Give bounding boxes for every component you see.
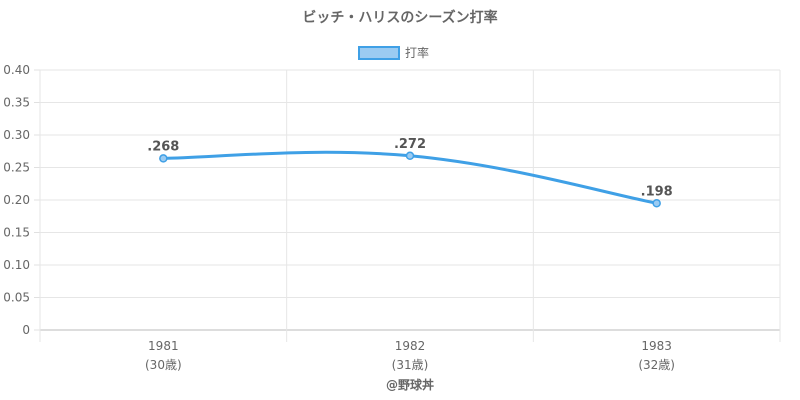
data-point [405,151,415,161]
y-tick-label: 0.25 [3,161,30,175]
data-label: .198 [641,184,673,199]
data-point [652,199,661,208]
y-tick-label: 0 [22,323,30,337]
y-tick-label: 0.05 [3,291,30,305]
x-tick-label: 1983 [641,339,672,353]
data-label: .268 [147,139,179,154]
y-tick-label: 0.10 [3,258,30,272]
y-tick-label: 0.15 [3,226,30,240]
x-tick-label: 1982 [395,339,426,353]
data-point [159,154,168,163]
data-label: .272 [394,137,426,152]
legend-swatch [358,46,400,60]
y-tick-label: 0.20 [3,193,30,207]
legend-label: 打率 [405,45,429,60]
credit-text: @野球丼 [386,377,434,392]
y-axis: 0 0.05 0.10 0.15 0.20 0.25 0.30 0.35 0.40 [3,63,30,337]
series-batting-average [159,150,661,208]
x-tick-sublabel: (31歳) [392,358,429,372]
x-tick-label: 1981 [148,339,179,353]
x-axis: 1981 (30歳) 1982 (31歳) 1983 (32歳) [145,339,675,372]
data-labels: .268 .272 .198 [147,137,672,199]
chart-title: ビッチ・ハリスのシーズン打率 [302,9,497,26]
y-tick-label: 0.40 [3,63,30,77]
y-tick-label: 0.30 [3,128,30,142]
x-tick-sublabel: (30歳) [145,358,182,372]
legend[interactable]: 打率 [358,45,429,60]
x-tick-sublabel: (32歳) [638,358,675,372]
y-tick-label: 0.35 [3,96,30,110]
grid [34,69,781,342]
